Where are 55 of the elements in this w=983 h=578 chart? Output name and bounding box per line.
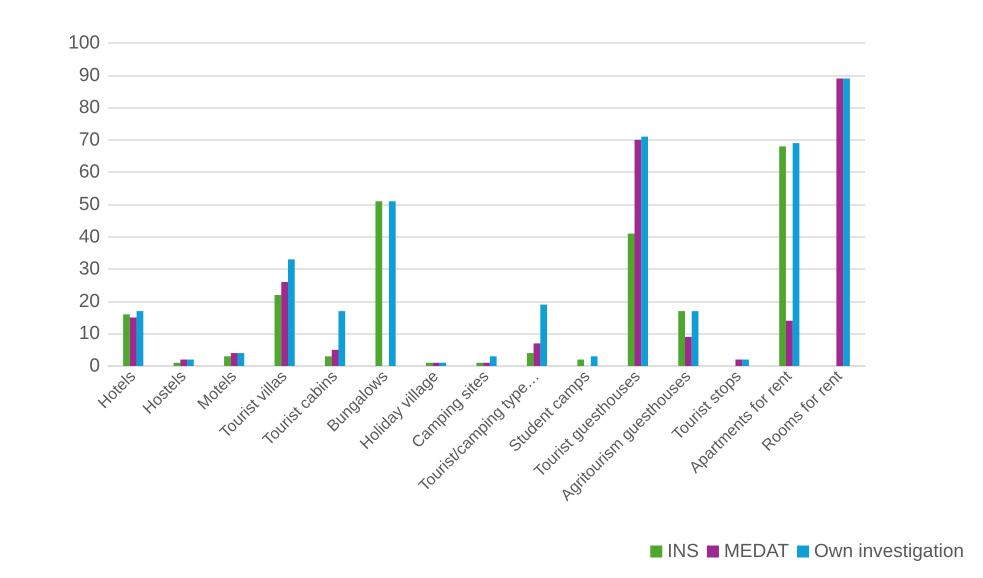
bar: [836, 78, 844, 366]
y-tick-label: 70: [78, 129, 100, 150]
bar: [792, 143, 800, 366]
bar: [843, 78, 850, 366]
bar: [180, 360, 188, 366]
y-tick-label: 0: [89, 356, 100, 376]
bar: [628, 234, 635, 366]
bar: [678, 311, 685, 366]
bar: [281, 282, 288, 366]
bar: [490, 356, 497, 366]
bar: [534, 343, 540, 366]
y-tick-label: 30: [78, 258, 100, 280]
y-tick-label: 20: [78, 290, 100, 312]
bar: [540, 304, 548, 366]
bar: [338, 311, 346, 366]
bar: [685, 336, 692, 366]
y-tick-label: 10: [78, 323, 100, 344]
bar: [779, 146, 786, 366]
bar: [526, 353, 534, 366]
bar: [288, 259, 295, 366]
bar: [641, 136, 648, 366]
bar: [590, 356, 598, 366]
bar: [238, 353, 244, 366]
bar: [388, 201, 396, 366]
legend-label: MEDAT: [724, 541, 790, 562]
y-tick-label: 40: [78, 226, 100, 248]
y-tick-label: 90: [78, 64, 100, 86]
legend-label: INS: [667, 541, 699, 562]
bar: [130, 318, 137, 366]
bar: [123, 314, 130, 366]
bar: [735, 360, 742, 366]
bar: [432, 362, 440, 366]
bar: [375, 201, 382, 366]
bar: [274, 294, 282, 366]
bar: [136, 311, 144, 366]
y-tick-label: 60: [78, 162, 100, 183]
legend-label: Own investigation: [814, 541, 964, 562]
bar: [325, 356, 332, 366]
y-tick-label: 50: [78, 194, 100, 215]
bar: [786, 320, 793, 366]
bar: [224, 356, 231, 366]
y-tick-label: 80: [78, 97, 100, 118]
y-tick-label: 100: [68, 32, 100, 54]
bar: [439, 362, 446, 366]
bar: [187, 360, 194, 366]
bar: [230, 353, 238, 366]
bar: [426, 362, 433, 366]
bar: [692, 311, 698, 366]
bar: [174, 362, 180, 366]
bar: [476, 362, 484, 366]
bar: [332, 350, 338, 366]
bar: [742, 360, 749, 366]
bar: [634, 140, 642, 366]
bar: [483, 362, 490, 366]
bar: [577, 360, 584, 366]
